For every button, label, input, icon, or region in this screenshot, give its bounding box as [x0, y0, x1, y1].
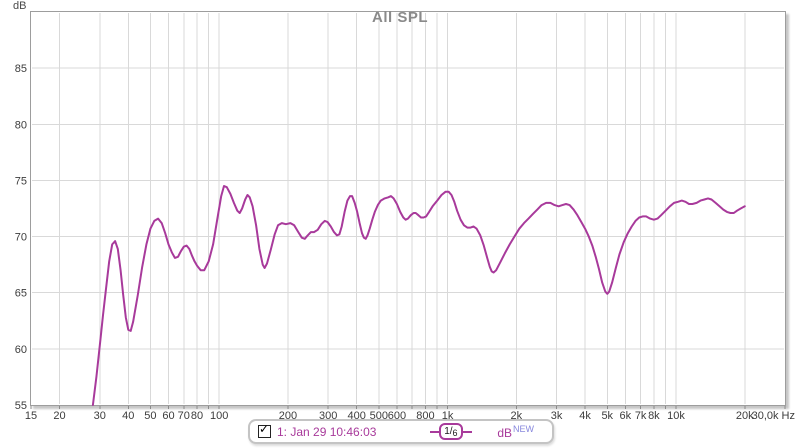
checkmark-icon: ✓	[259, 422, 270, 436]
legend-measurement-entry[interactable]: ✓ 1: Jan 29 10:46:03	[258, 422, 377, 439]
x-tick-label: 8k	[648, 410, 660, 422]
measurement-checkbox[interactable]: ✓	[258, 422, 271, 438]
y-tick-label: 65	[15, 288, 27, 300]
trace-line-right	[462, 430, 472, 433]
x-tick-label: 15	[25, 410, 37, 422]
new-badge: NEW	[513, 423, 534, 434]
chart-title: All SPL	[371, 9, 428, 26]
x-tick-label: 5k	[601, 410, 613, 422]
legend-bar: ✓ 1: Jan 29 10:46:03 1/6 dBNEW	[248, 419, 554, 444]
x-tick-label: 4k	[579, 410, 591, 422]
plot-area-frame	[30, 11, 786, 406]
y-axis-unit-label: dB	[13, 0, 27, 12]
spl-trace	[91, 185, 746, 406]
x-tick-label: 80	[191, 410, 203, 422]
smoothing-badge: 1/6	[439, 423, 463, 440]
x-tick-label: 7k	[635, 410, 647, 422]
y-tick-label: 75	[15, 175, 27, 187]
x-tick-label: 100	[210, 410, 228, 422]
y-tick-label: 80	[15, 119, 27, 131]
trace-line-left	[430, 430, 440, 433]
smoothing-denominator: 6	[452, 428, 458, 438]
measurement-label: 1: Jan 29 10:46:03	[277, 424, 377, 439]
x-tick-label: 60	[162, 410, 174, 422]
y-tick-label: 60	[15, 344, 27, 356]
x-tick-label: 6k	[620, 410, 632, 422]
x-tick-label: 30	[94, 410, 106, 422]
x-tick-label: 30,0k Hz	[752, 410, 795, 422]
x-tick-label: 20k	[736, 410, 754, 422]
y-tick-label: 55	[15, 400, 27, 412]
x-tick-label: 10k	[667, 410, 685, 422]
legend-unit-label: dB	[497, 425, 512, 440]
x-tick-label: 40	[122, 410, 134, 422]
x-tick-label: 3k	[551, 410, 563, 422]
x-tick-label: 70	[178, 410, 190, 422]
x-tick-label: 50	[144, 410, 156, 422]
y-tick-label: 85	[15, 63, 27, 75]
smoothing-indicator[interactable]: 1/6	[430, 423, 472, 440]
x-tick-label: 20	[53, 410, 65, 422]
unit-indicator: dBNEW	[497, 424, 534, 440]
smoothing-slash: /	[449, 426, 453, 437]
smoothing-numerator: 1	[444, 426, 450, 437]
y-tick-label: 70	[15, 232, 27, 244]
